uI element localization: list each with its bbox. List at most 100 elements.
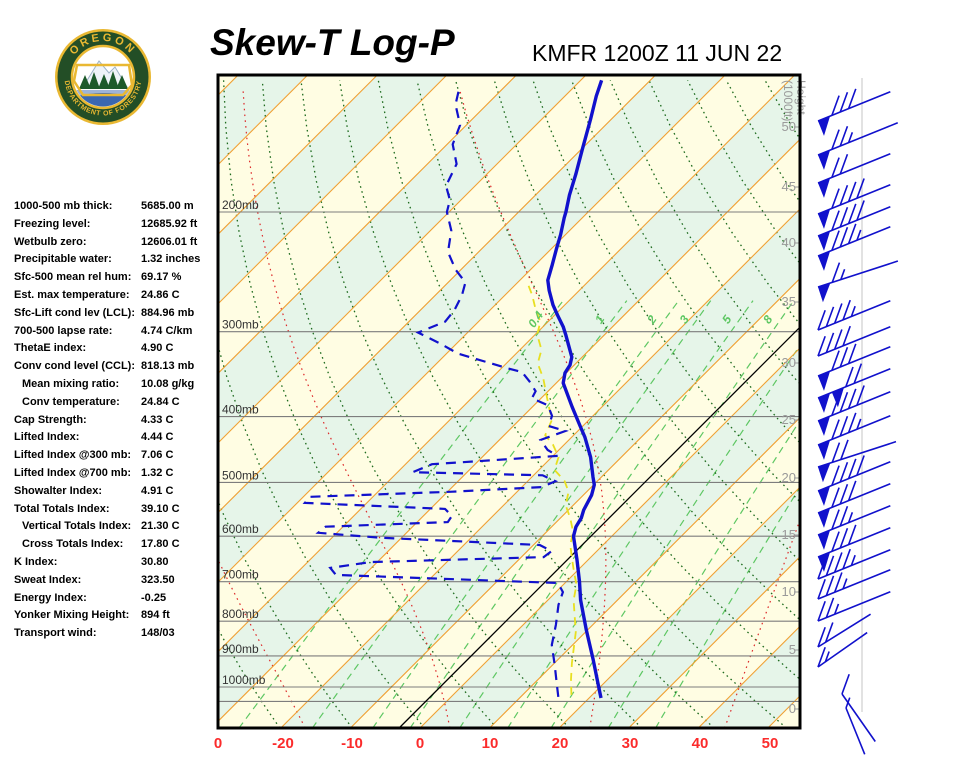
barb-full <box>831 395 840 416</box>
barb-full <box>840 439 849 460</box>
barb-full <box>842 548 851 570</box>
stat-row: Showalter Index: 4.91 C <box>14 483 214 501</box>
x-axis-label: 20 <box>552 735 569 752</box>
x-axis-label: 10 <box>482 735 499 752</box>
x-axis-label: 0 <box>416 735 424 752</box>
barb-full <box>847 203 857 224</box>
barb-full <box>842 325 851 347</box>
stat-value: -0.25 <box>141 591 167 604</box>
barb-full <box>831 262 841 283</box>
barb-full <box>831 210 840 231</box>
dry-adiabat-line <box>300 80 643 728</box>
moist-adiabat-line <box>459 90 607 728</box>
barb-full <box>856 455 865 476</box>
stat-value: 10.08 g/kg <box>141 377 195 390</box>
stat-value: 1.32 inches <box>141 253 201 266</box>
station-id: KMFR 1200Z 11 JUN 22 <box>532 40 783 66</box>
barb-pennant <box>818 416 831 436</box>
barb-full <box>824 622 834 643</box>
stat-label: Sfc-Lift cond lev (LCL): <box>14 306 135 319</box>
stat-label: Freezing level: <box>14 217 91 230</box>
barb-full <box>817 626 826 648</box>
isotherm-line <box>218 75 378 236</box>
stat-value: 4.90 C <box>141 342 174 355</box>
logo-tree <box>107 71 119 89</box>
barb-staff <box>817 153 891 184</box>
barb-half <box>850 554 856 566</box>
barb-full <box>847 88 857 109</box>
pressure-label: 700mb <box>222 568 259 582</box>
isotherms <box>218 75 800 728</box>
stat-label: Energy Index: <box>14 591 87 604</box>
stat-label: Wetbulb zero: <box>14 235 87 248</box>
height-tick-label: 20 <box>782 470 796 485</box>
stat-label: Sweat Index: <box>14 573 82 586</box>
stat-row: Conv temperature: 24.84 C <box>14 394 214 412</box>
temp-band <box>837 75 960 728</box>
isotherm-line <box>218 75 726 583</box>
x-axis-label: 50 <box>762 735 779 752</box>
barb-full <box>831 157 840 178</box>
barb-half <box>845 697 851 709</box>
logo-tree <box>79 75 91 89</box>
barb-full <box>833 552 843 573</box>
stat-label: Vertical Totals Index: <box>22 520 132 533</box>
wind-barb <box>817 412 891 460</box>
isotherm-line <box>628 555 800 728</box>
stat-label: Lifted Index @300 mb: <box>14 449 132 462</box>
height-tick-label: 30 <box>782 355 796 370</box>
pressure-label: 500mb <box>222 468 259 482</box>
barb-pennant <box>818 393 831 413</box>
barb-full <box>825 306 835 327</box>
logo-state-outline <box>72 63 134 97</box>
stat-row: Lifted Index @300 mb: 7.06 C <box>14 447 214 465</box>
barb-pennant <box>818 116 831 136</box>
mixing-ratio-lines <box>238 300 800 728</box>
wind-barb <box>817 569 891 600</box>
pressure-label: 1000mb <box>222 673 266 687</box>
dry-adiabat-line <box>377 80 787 728</box>
wind-barb <box>817 325 891 357</box>
stat-row: Cap Strength: 4.33 C <box>14 412 214 430</box>
barb-full <box>831 129 840 150</box>
stat-row: Sweat Index: 323.50 <box>14 572 214 590</box>
height-tick-label: 5 <box>789 642 796 657</box>
barb-full <box>831 419 840 440</box>
barb-full <box>839 154 849 175</box>
wind-barb <box>817 480 891 528</box>
stat-row: Total Totals Index: 39.10 C <box>14 501 214 519</box>
logo-tree <box>116 75 128 89</box>
barb-full <box>831 465 840 486</box>
x-axis-label: -10 <box>341 735 363 752</box>
x-axis-label: 30 <box>622 735 639 752</box>
stat-value: 12606.01 ft <box>141 235 198 248</box>
stat-row: Conv cond level (CCL): 818.13 mb <box>14 358 214 376</box>
stat-label: Showalter Index: <box>14 484 103 497</box>
barb-staff <box>841 693 876 742</box>
pressure-label: 300mb <box>222 318 259 332</box>
isotherm-line <box>218 75 587 444</box>
barb-full <box>817 309 826 331</box>
barb-full <box>842 299 851 321</box>
barb-full <box>847 388 857 409</box>
freezing-reference-line <box>398 326 800 728</box>
stat-row: Mean mixing ratio: 10.08 g/kg <box>14 376 214 394</box>
dry-adiabat-line <box>60 80 208 728</box>
stat-value: 818.13 mb <box>141 360 195 373</box>
barb-full <box>831 442 841 463</box>
height-tick-label: 0 <box>789 701 796 716</box>
isotherm-line <box>419 347 800 728</box>
plot-area <box>60 75 960 728</box>
barb-full <box>847 223 857 244</box>
wind-barb <box>817 299 891 331</box>
wind-barb <box>817 439 897 483</box>
stat-value: 4.91 C <box>141 484 174 497</box>
wind-barb <box>817 591 891 622</box>
barb-full <box>839 207 849 228</box>
temperature-bands <box>218 75 960 728</box>
dry-adiabat-line <box>804 80 960 728</box>
stat-row: Vertical Totals Index: 21.30 C <box>14 518 214 536</box>
